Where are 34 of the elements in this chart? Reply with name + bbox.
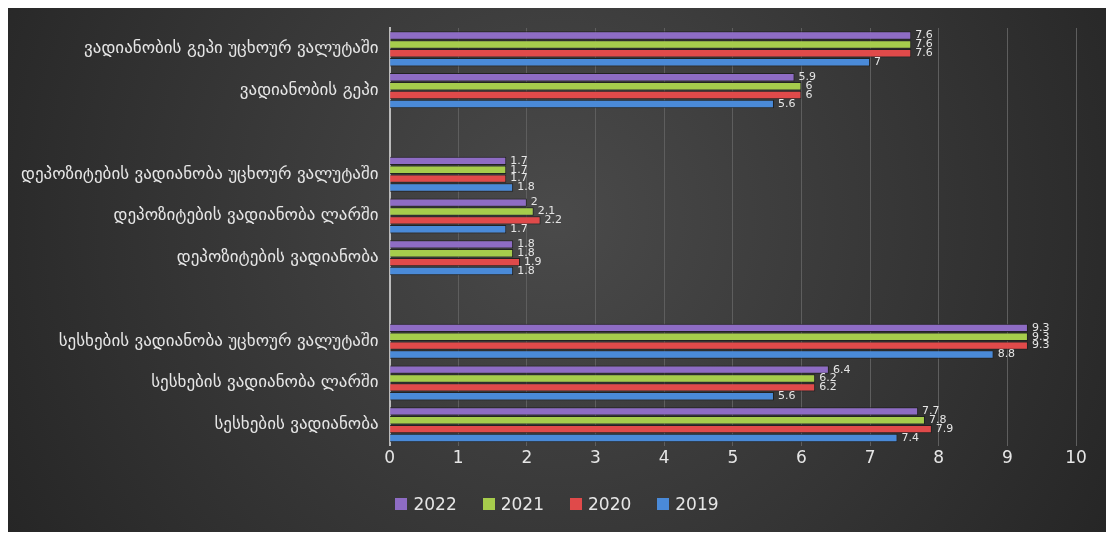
data-label: 2.2 <box>544 213 563 227</box>
data-label: 6.2 <box>819 380 837 394</box>
y-tick-label: დეპოზიტების ვადიანობა ლარში <box>113 204 379 225</box>
legend-label: 2019 <box>675 494 719 514</box>
legend-label: 2020 <box>588 494 632 514</box>
x-tick-label: 9 <box>1001 447 1013 468</box>
data-label: 7 <box>874 55 882 69</box>
data-label: 7.4 <box>901 430 920 444</box>
x-tick-label: 1 <box>452 447 464 468</box>
y-tick-label: დეპოზიტების ვადიანობა <box>176 246 379 267</box>
y-tick-label: ვადიანობის გეპი უცხოურ ვალუტაში <box>84 37 379 58</box>
data-label: 5.6 <box>777 96 796 110</box>
x-tick-label: 0 <box>384 447 395 468</box>
x-tick-label: 3 <box>590 447 601 468</box>
data-label: 2 <box>530 195 538 209</box>
legend-label: 2021 <box>500 494 544 514</box>
data-label: 1.8 <box>517 180 535 194</box>
x-tick-label: 6 <box>796 447 807 468</box>
y-tick-label: ვადიანობის გეპი <box>239 79 379 100</box>
data-label: 8.8 <box>997 347 1016 361</box>
y-tick-label: დეპოზიტების ვადიანობა უცხოურ ვალუტაში <box>20 162 379 183</box>
y-tick-label: სესხების ვადიანობა ლარში <box>151 371 379 392</box>
data-label: 1.7 <box>510 222 528 236</box>
x-tick-label: 8 <box>933 447 945 468</box>
y-tick-label: სესხების ვადიანობა უცხოურ ვალუტაში <box>58 329 379 350</box>
y-tick-label: სესხების ვადიანობა <box>214 413 379 434</box>
x-tick-label: 7 <box>864 447 876 468</box>
x-tick-label: 10 <box>1065 447 1087 468</box>
x-tick-label: 2 <box>521 447 533 468</box>
legend-label: 2022 <box>413 494 457 514</box>
data-label: 5.6 <box>777 389 796 403</box>
data-label: 9.3 <box>1031 338 1050 352</box>
x-tick-label: 4 <box>658 447 670 468</box>
x-tick-label: 5 <box>727 447 739 468</box>
